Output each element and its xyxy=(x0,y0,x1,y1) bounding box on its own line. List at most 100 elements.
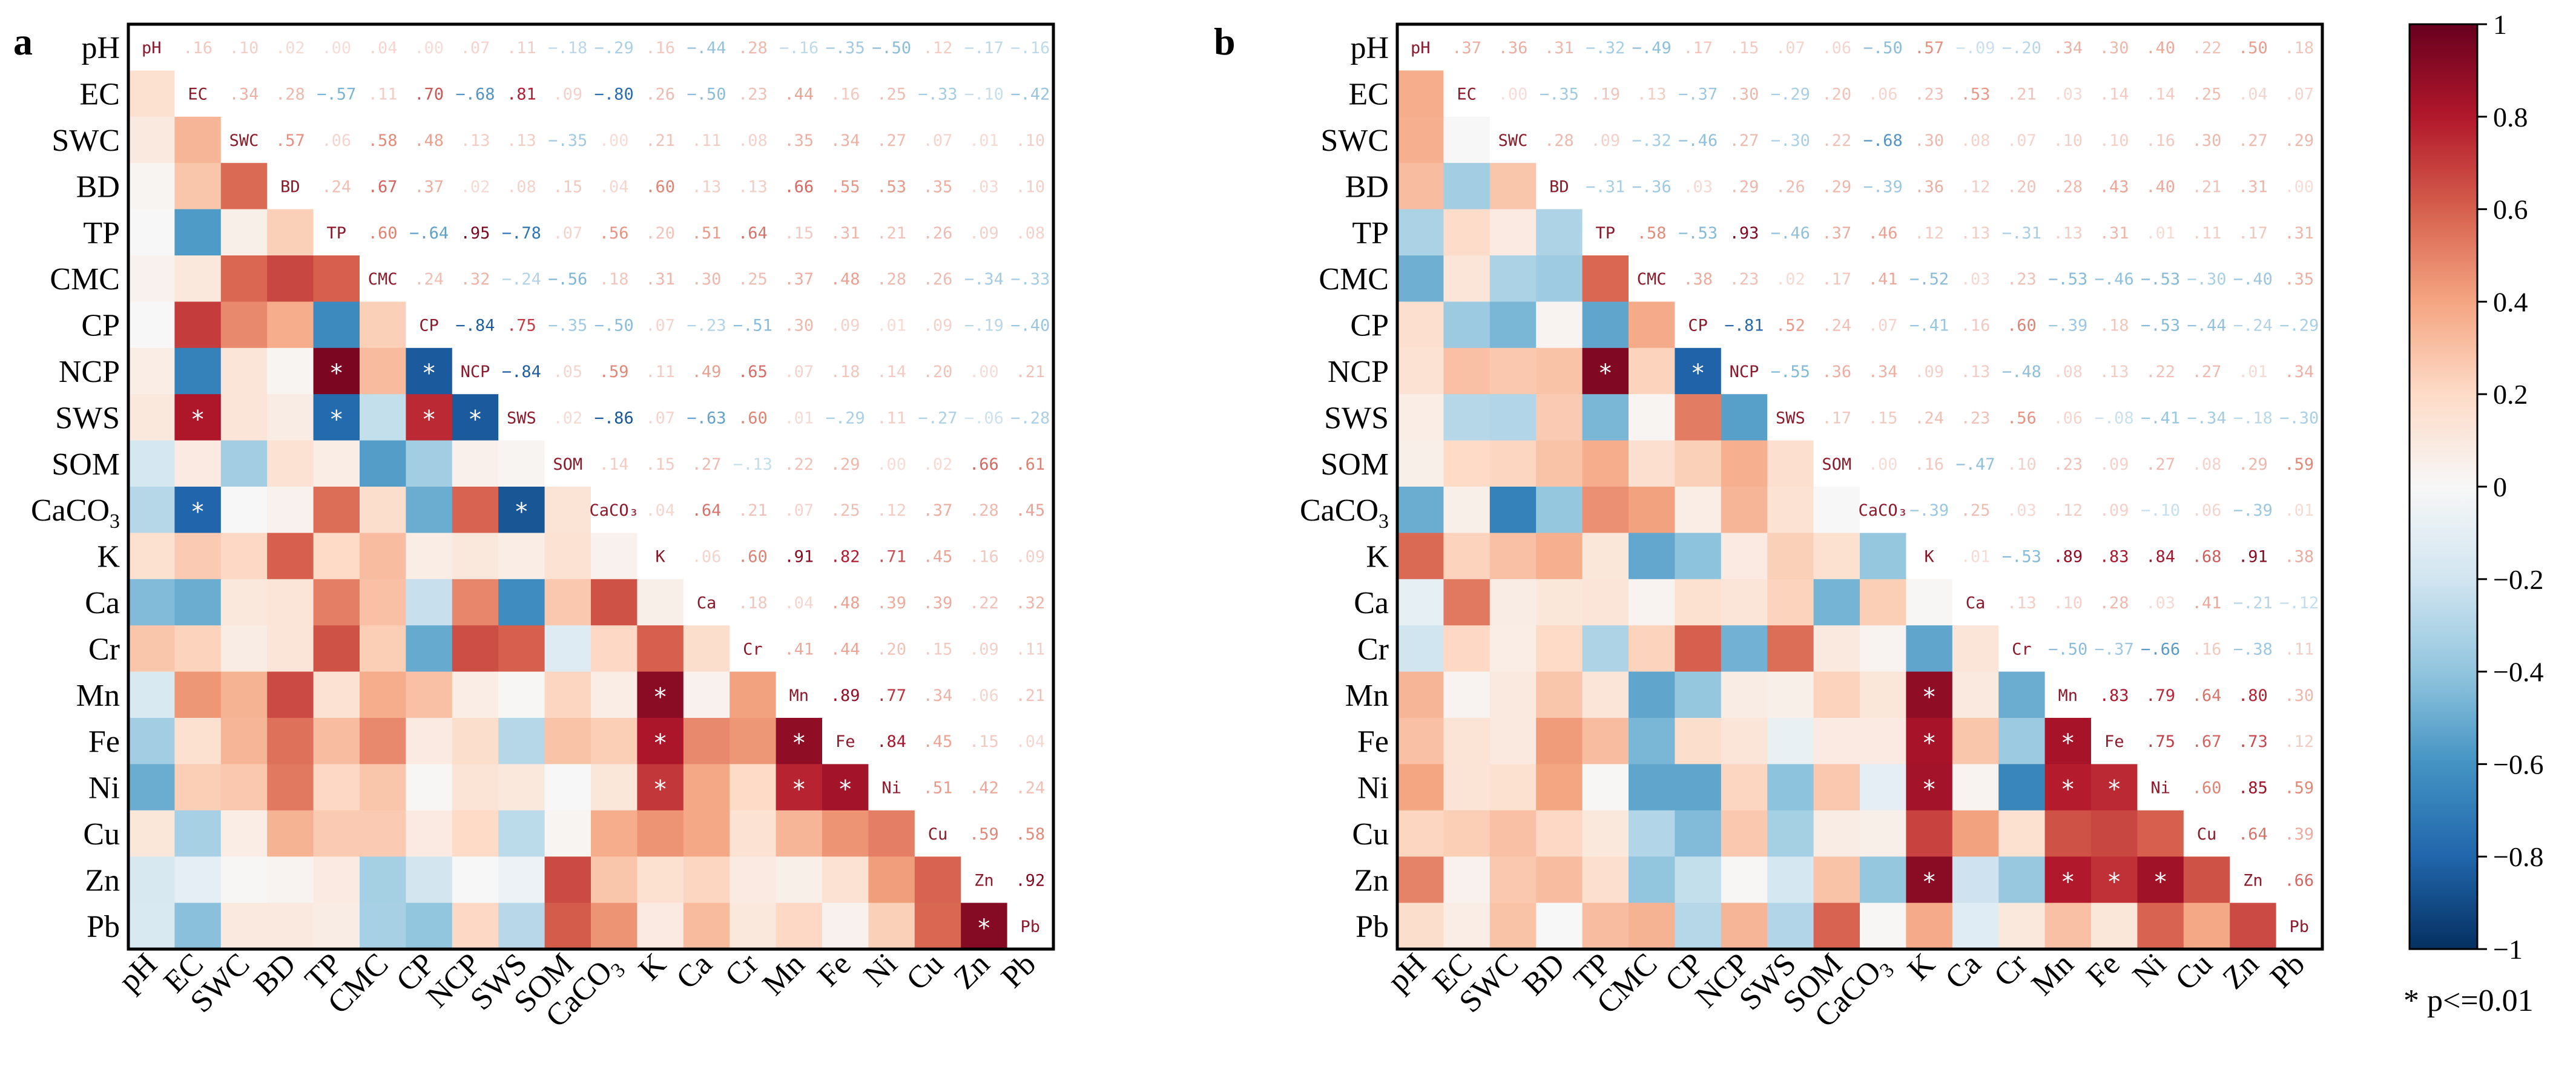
value-label-a-TP-Cr: .64 xyxy=(738,224,768,243)
value-label-b-TP-Cu: .11 xyxy=(2192,224,2222,243)
heat-cell-b-Cr-CaCO3 xyxy=(1860,625,1906,672)
heat-cell-b-K-CaCO3 xyxy=(1860,533,1906,580)
heat-cell-a-Zn-Cu xyxy=(914,856,961,904)
value-label-a-NCP-SOM: .05 xyxy=(553,363,582,381)
heat-cell-b-K-CP xyxy=(1675,533,1722,580)
heat-cell-b-CaCO3-SWC xyxy=(1489,487,1537,533)
diag-label-a-EC-EC: EC xyxy=(188,85,208,104)
value-label-a-Ca-Cr: .18 xyxy=(738,594,768,613)
value-label-b-SWC-Pb: .29 xyxy=(2284,131,2314,150)
x-label-a-Zn: Zn xyxy=(947,947,996,996)
colorbar-tick-label: −0.4 xyxy=(2493,657,2543,688)
upper-cell-b-Fe-Pb xyxy=(2276,718,2322,764)
diag-cell-a-SOM-SOM xyxy=(544,440,591,487)
value-label-b-NCP-Ca: .13 xyxy=(1961,363,1991,381)
heat-cell-a-CMC-pH xyxy=(128,255,175,302)
value-label-b-Cr-Pb: .11 xyxy=(2284,640,2314,659)
heat-cell-b-Pb-TP xyxy=(1582,902,1629,950)
value-label-b-TP-Mn: .13 xyxy=(2053,224,2083,243)
heat-cell-a-Fe-CaCO3 xyxy=(591,718,637,764)
value-label-a-CaCO3-Cr: .21 xyxy=(738,501,768,520)
value-label-a-pH-Cu: .12 xyxy=(923,39,953,58)
heat-cell-b-CP-CMC xyxy=(1629,301,1675,349)
upper-cell-b-BD-SOM xyxy=(1813,163,1860,209)
value-label-b-Ca-Pb: −.12 xyxy=(2279,594,2319,613)
value-label-b-CMC-Ca: .03 xyxy=(1961,270,1991,289)
heat-cell-a-CaCO3-SWC xyxy=(220,487,268,533)
value-label-a-EC-SOM: .09 xyxy=(553,85,582,104)
upper-cell-a-SWS-Fe xyxy=(822,394,869,441)
upper-cell-b-Ni-Pb xyxy=(2276,764,2322,810)
heat-cell-b-Cu-BD xyxy=(1536,810,1583,857)
heat-cell-b-Ni-SOM xyxy=(1813,764,1860,811)
heat-cell-a-Ca-BD xyxy=(267,579,314,626)
heat-cell-b-Fe-K xyxy=(1906,718,1953,764)
heat-cell-a-Ni-Mn xyxy=(776,764,823,811)
upper-cell-a-CP-K xyxy=(637,301,684,348)
heat-cell-b-Cu-Ca xyxy=(1952,810,1999,857)
upper-cell-a-CP-NCP xyxy=(452,301,499,348)
heat-cell-b-K-EC xyxy=(1443,533,1491,580)
value-label-a-CaCO3-K: .04 xyxy=(645,501,675,520)
upper-cell-b-CMC-Ca xyxy=(1952,255,1999,302)
upper-cell-b-pH-SOM xyxy=(1813,24,1860,71)
upper-cell-a-CP-Zn xyxy=(961,301,1007,348)
value-label-b-EC-Cu: .25 xyxy=(2192,85,2222,104)
heat-cell-a-SWC-EC xyxy=(174,116,222,163)
diag-cell-a-CaCO3-CaCO3 xyxy=(591,487,637,533)
heat-cell-a-Fe-Cr xyxy=(730,718,777,764)
value-label-b-CMC-CaCO3: .41 xyxy=(1868,270,1898,289)
value-label-b-CP-Zn: −.24 xyxy=(2233,317,2273,335)
upper-cell-a-pH-Ni xyxy=(868,24,915,71)
x-label-a-Ca: Ca xyxy=(670,947,719,996)
upper-cell-b-EC-SWC xyxy=(1489,70,1537,117)
heat-cell-a-Zn-TP xyxy=(313,856,360,904)
colorbar-tick-label: 0.4 xyxy=(2493,286,2528,317)
value-label-b-Ni-Zn: .85 xyxy=(2238,779,2268,798)
value-label-b-SWS-SOM: .17 xyxy=(1822,409,1851,427)
upper-cell-b-TP-CP xyxy=(1675,209,1721,255)
upper-cell-b-SWC-SWS xyxy=(1767,116,1814,163)
upper-cell-a-SOM-Pb xyxy=(1007,440,1053,487)
upper-cell-b-SWC-Cu xyxy=(2183,116,2230,163)
value-label-b-SWC-Cr: .07 xyxy=(2007,131,2037,150)
upper-cell-b-CMC-Ni xyxy=(2137,255,2184,302)
upper-cell-a-pH-K xyxy=(637,24,684,71)
upper-cell-b-SWC-CaCO3 xyxy=(1860,116,1906,163)
value-label-a-CMC-Pb: −.33 xyxy=(1010,270,1050,289)
heat-cell-a-Ni-TP xyxy=(313,764,360,811)
value-label-b-Zn-Pb: .66 xyxy=(2284,871,2314,890)
diag-cell-b-SWS-SWS xyxy=(1767,394,1814,441)
upper-cell-b-SOM-Ca xyxy=(1952,440,1999,487)
value-label-b-pH-K: .57 xyxy=(1914,39,1944,58)
value-label-a-TP-Ca: .51 xyxy=(692,224,722,243)
value-label-b-pH-Cu: .22 xyxy=(2192,39,2222,58)
heat-cell-b-Cu-pH xyxy=(1397,810,1444,857)
heat-cell-a-Ni-EC xyxy=(174,764,222,811)
upper-cell-b-pH-Cr xyxy=(1998,24,2045,71)
value-label-b-CaCO3-Ca: .25 xyxy=(1961,501,1991,520)
heat-cell-a-Pb-Zn xyxy=(961,902,1008,950)
heat-cell-b-SOM-NCP xyxy=(1721,440,1768,487)
heat-cell-b-Ni-CMC xyxy=(1629,764,1675,811)
value-label-b-SOM-Ca: −.47 xyxy=(1955,455,1995,474)
upper-cell-a-SWS-K xyxy=(637,394,684,441)
y-label-a-Ni: Ni xyxy=(88,771,120,806)
heat-cell-b-CP-BD xyxy=(1536,301,1583,349)
y-label-a-CP: CP xyxy=(81,309,120,343)
value-label-a-CMC-NCP: .32 xyxy=(461,270,490,289)
heat-cell-a-Cr-CaCO3 xyxy=(591,625,637,672)
diag-label-b-Cu-Cu: Cu xyxy=(2197,825,2217,844)
value-label-b-SWC-NCP: .27 xyxy=(1730,131,1759,150)
sig-marker-a-CaCO3-EC: * xyxy=(192,498,204,526)
upper-cell-b-CaCO3-Pb xyxy=(2276,487,2322,533)
heat-cell-b-CaCO3-TP xyxy=(1582,487,1629,533)
diag-cell-b-SOM-SOM xyxy=(1813,440,1860,487)
heat-cell-a-Mn-TP xyxy=(313,671,360,718)
upper-cell-a-NCP-Cu xyxy=(914,347,961,395)
value-label-a-EC-Zn: −.10 xyxy=(964,85,1004,104)
heat-cell-a-Mn-EC xyxy=(174,671,222,718)
x-label-a-BD: BD xyxy=(247,947,302,1002)
heat-cell-b-Ni-Cr xyxy=(1998,764,2046,811)
sig-marker-a-CaCO3-SWS: * xyxy=(515,498,527,526)
